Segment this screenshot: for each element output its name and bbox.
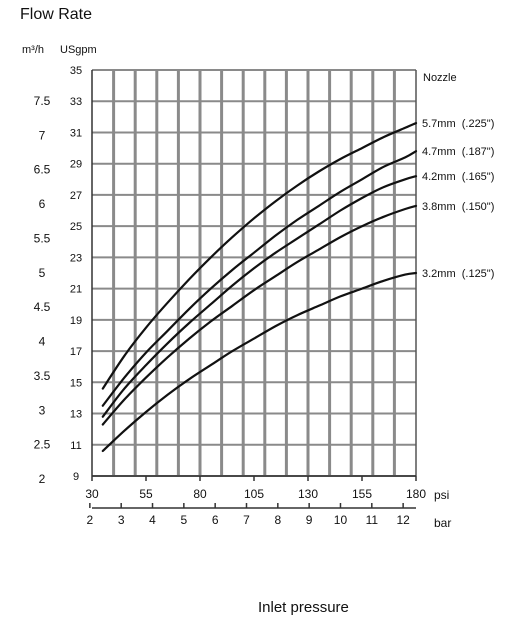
usgpm-tick-label: 25 [70,221,82,233]
legend-entry: 5.7mm (.225") [422,118,494,130]
usgpm-tick-label: 15 [70,377,82,389]
m3h-tick-label: 7.5 [34,94,51,108]
psi-tick-label: 30 [85,487,99,501]
right-unit-label: USgpm [60,44,97,56]
chart-title: Flow Rate [20,6,92,23]
legend-title: Nozzle [423,72,457,84]
legend-entry: 4.2mm (.165") [422,171,494,183]
legend-entry: 4.7mm (.187") [422,146,494,158]
usgpm-tick-label: 35 [70,65,82,77]
bar-tick-label: 12 [396,513,410,527]
bar-tick-label: 7 [243,513,250,527]
bar-tick-label: 2 [87,513,94,527]
m3h-tick-label: 3.5 [34,369,51,383]
nozzle-curve-2 [101,150,418,407]
m3h-tick-label: 6.5 [34,163,51,177]
m3h-tick-label: 5.5 [34,231,51,245]
psi-tick-label: 55 [139,487,153,501]
bar-unit-label: bar [434,516,451,530]
usgpm-tick-label: 21 [70,284,82,296]
x-axis-label: Inlet pressure [258,599,349,616]
m3h-tick-label: 2.5 [34,438,51,452]
nozzle-curve-5 [101,271,418,453]
nozzle-curve-1 [101,122,418,390]
bar-tick-label: 4 [149,513,156,527]
nozzle-curve-3 [101,175,418,418]
usgpm-tick-label: 19 [70,315,82,327]
usgpm-tick-label: 27 [70,190,82,202]
bar-tick-label: 11 [366,513,379,527]
usgpm-tick-label: 9 [73,471,79,483]
psi-tick-label: 105 [244,487,264,501]
bar-tick-label: 5 [180,513,187,527]
usgpm-tick-label: 13 [70,409,82,421]
psi-tick-label: 180 [406,487,426,501]
usgpm-tick-label: 11 [70,440,81,452]
left-unit-label: m³/h [22,44,44,56]
psi-tick-label: 155 [352,487,372,501]
curves [101,122,418,453]
usgpm-tick-label: 31 [70,127,82,139]
m3h-tick-label: 2 [39,472,46,486]
bar-tick-label: 3 [118,513,125,527]
psi-unit-label: psi [434,488,449,502]
usgpm-tick-label: 33 [70,96,82,108]
m3h-tick-label: 4 [39,335,46,349]
m3h-tick-label: 7 [39,128,46,142]
usgpm-tick-label: 17 [70,346,82,358]
bar-tick-label: 8 [274,513,281,527]
nozzle-curve-4 [101,204,418,426]
grid [92,69,416,477]
usgpm-tick-label: 23 [70,252,82,264]
psi-tick-label: 80 [193,487,207,501]
legend: 5.7mm (.225") 4.7mm (.187") 4.2mm (.165") 3… [422,118,494,280]
bar-tick-label: 9 [306,513,313,527]
bar-tick-label: 6 [212,513,219,527]
m3h-tick-label: 3 [39,403,46,417]
m3h-tick-label: 5 [39,266,46,280]
psi-tick-label: 130 [298,487,318,501]
legend-entry: 3.2mm (.125") [422,268,494,280]
m3h-tick-label: 6 [39,197,46,211]
tick-labels: 91113151719212325272931333522.533.544.55… [34,65,427,527]
legend-entry: 3.8mm (.150") [422,201,494,213]
m3h-tick-label: 4.5 [34,300,51,314]
bar-tick-label: 10 [334,513,348,527]
usgpm-tick-label: 29 [70,159,82,171]
